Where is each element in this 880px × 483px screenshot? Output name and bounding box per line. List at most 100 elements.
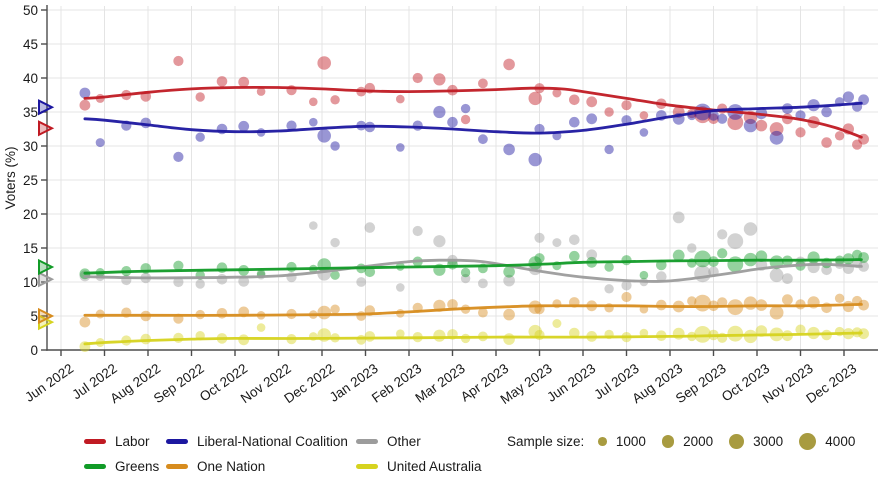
poll-point-alp [528,91,542,106]
poll-point-grn [286,261,297,273]
poll-point-lnc [604,144,614,155]
poll-point-oth [173,276,184,288]
poll-point-onp [769,305,784,320]
poll-point-oth [694,265,711,283]
poll-point-alp [195,92,205,102]
poll-point-onp [503,308,515,321]
poll-point-grn [852,249,863,260]
poll-point-alp [309,97,318,107]
poll-point-alp [412,72,423,84]
y-tick-label: 35 [23,105,38,120]
poll-point-grn [858,252,869,263]
election-2022-marker-lnc [38,99,55,116]
poll-point-uap [503,333,515,345]
election-2022-marker-onp [38,307,55,325]
poll-point-uap [727,325,744,342]
poll-point-alp [604,107,614,117]
legend-label-united-australia: United Australia [387,459,482,474]
poll-point-lnc [708,110,719,121]
poll-point-alp [460,114,471,125]
y-tick-label: 0 [30,343,38,358]
poll-point-grn [694,250,711,268]
poll-point-alp [256,87,266,96]
poll-point-onp [687,296,697,306]
poll-point-oth [858,261,869,272]
sample-dot-2000-icon [661,435,675,448]
poll-point-onp [317,305,332,320]
labor-line-swatch [84,439,106,444]
poll-point-oth [656,271,667,282]
legend-item-one-nation: One Nation [166,454,356,479]
poll-point-alp [330,95,340,105]
poll-point-lnc [317,129,332,143]
poll-point-oth [478,278,488,289]
y-tick-label: 40 [23,71,38,86]
poll-point-lnc [173,151,184,162]
poll-point-alp [552,88,562,98]
sample-size-value-3000: 3000 [753,434,784,449]
poll-point-oth [569,234,580,246]
poll-point-uap [256,323,266,332]
sample-dot-3000-icon [729,434,745,449]
poll-point-onp [621,291,632,303]
legend-label-labor: Labor [115,434,150,449]
poll-point-lnc [396,143,405,152]
poll-point-lnc [821,106,832,118]
poll-point-grn [727,256,744,273]
poll-point-grn [569,250,580,262]
poll-point-lnc [639,128,649,137]
x-tick-label: Jun 2023 [544,361,598,405]
legend-label-coalition: Liberal-National Coalition [197,434,348,449]
poll-point-lnc [79,87,91,99]
poll-point-oth [821,264,832,276]
poll-point-uap [639,328,649,338]
y-tick-label: 45 [23,37,38,52]
poll-point-alp [834,131,845,141]
poll-point-lnc [842,91,855,103]
poll-point-uap [433,329,446,342]
poll-point-grn [672,249,685,262]
poll-point-grn [534,253,545,264]
poll-point-alp [821,137,832,148]
poll-point-oth [330,237,340,248]
poll-point-onp [858,299,869,311]
y-tick-label: 30 [23,139,38,154]
poll-point-lnc [412,120,423,131]
election-2022-marker-grn [38,258,55,276]
sample-size-value-2000: 2000 [683,434,714,449]
poll-point-grn [717,248,728,259]
poll-point-grn [503,266,515,278]
election-2022-marker-alp [38,120,55,137]
poll-point-lnc [586,113,598,125]
y-tick-label: 25 [23,173,38,188]
poll-point-oth [769,268,784,283]
poll-point-lnc [534,123,545,135]
poll-point-oth [216,274,228,285]
poll-point-alp [586,96,598,108]
x-tick-label: Jun 2022 [22,361,76,405]
poll-point-lnc [503,143,515,156]
poll-point-uap [364,331,376,342]
poll-point-oth [364,222,376,233]
poll-point-alp [755,119,768,132]
poll-point-lnc [460,103,471,114]
poll-point-oth [672,211,685,224]
poll-point-lnc [717,113,728,124]
coalition-line-swatch [166,439,188,444]
poll-point-onp [478,307,488,318]
poll-point-uap [672,327,685,340]
greens-line-swatch [84,464,106,469]
poll-point-alp [769,122,784,136]
poll-point-oth [621,280,632,291]
trend-line-grn [83,258,863,275]
poll-point-oth [433,235,446,248]
poll-point-alp [317,56,332,70]
united-australia-line-swatch [356,464,378,469]
poll-point-oth [195,279,205,289]
sample-size-value-1000: 1000 [615,434,646,449]
one-nation-line-swatch [166,464,188,469]
poll-point-grn [639,270,649,280]
poll-point-oth [356,277,367,287]
